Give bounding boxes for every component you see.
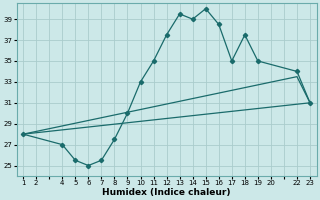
X-axis label: Humidex (Indice chaleur): Humidex (Indice chaleur) <box>102 188 231 197</box>
